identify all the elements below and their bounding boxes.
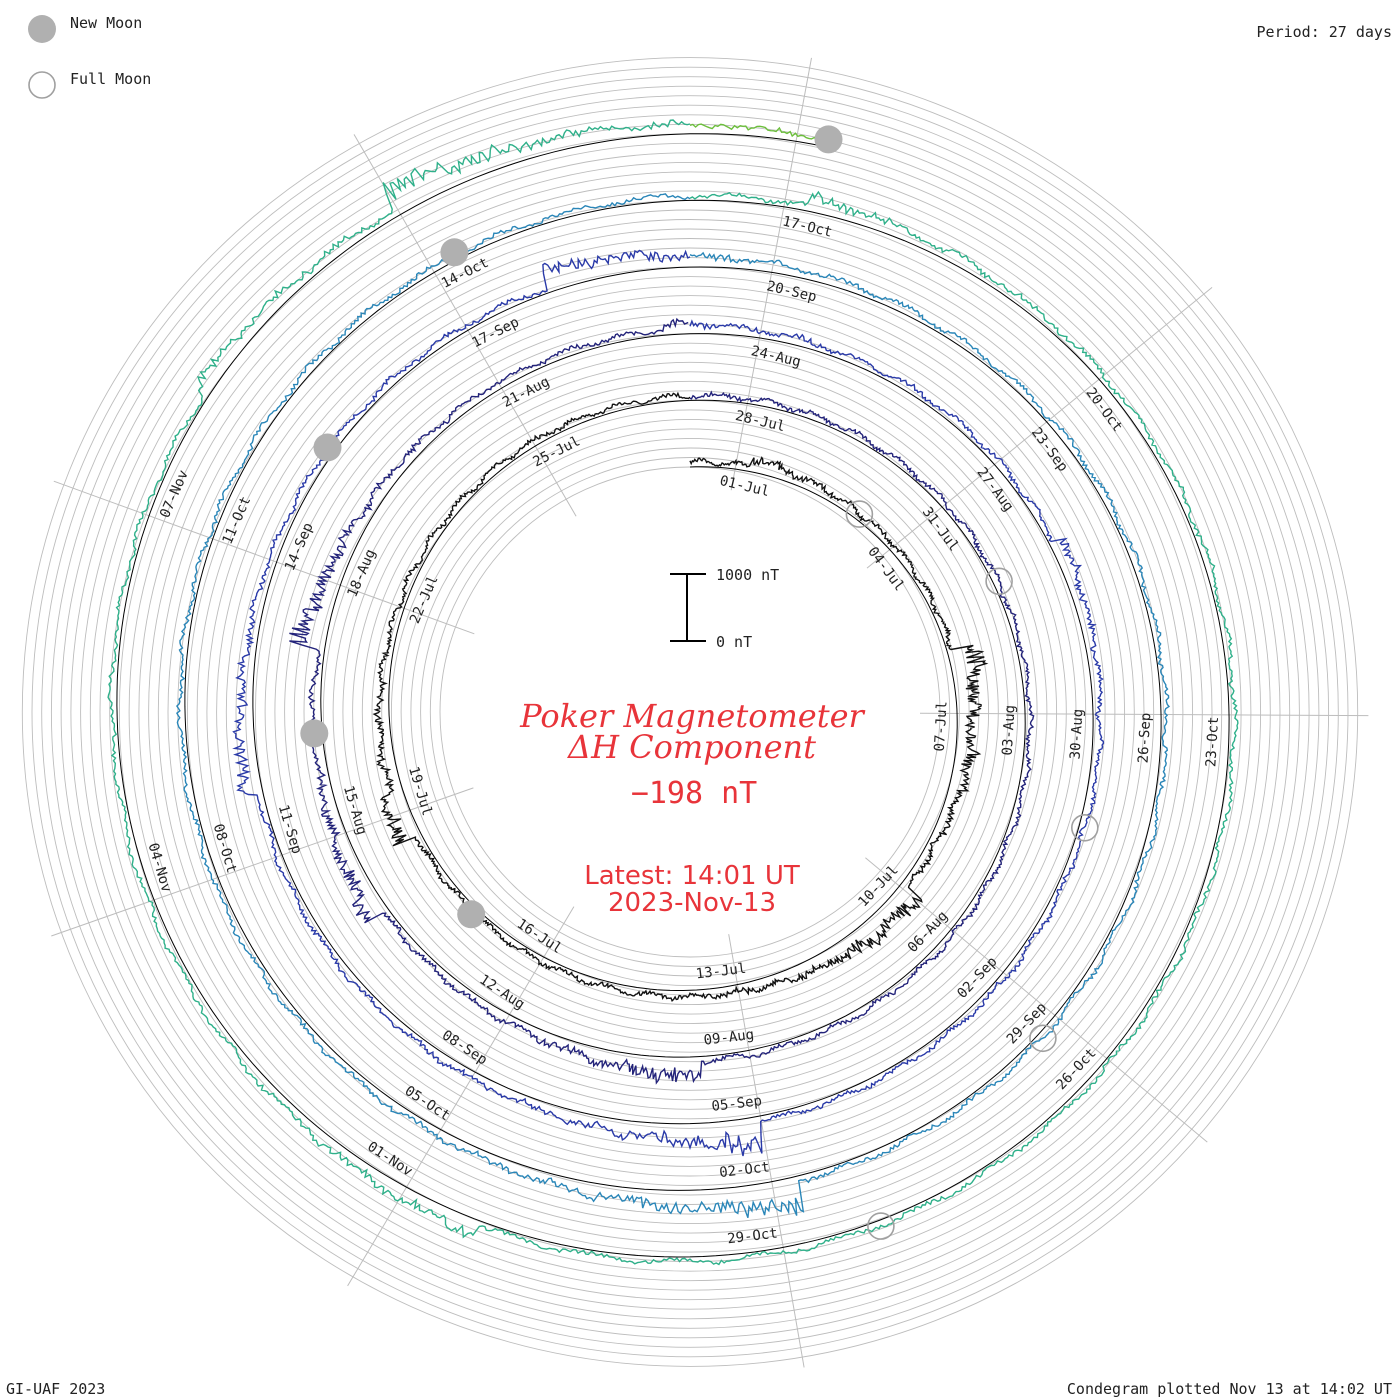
- grid-spoke: [51, 787, 474, 937]
- latest-date: 2023-Nov-13: [608, 888, 776, 918]
- new-moon-legend-icon: [28, 15, 56, 43]
- grid-ring: [361, 390, 1019, 1034]
- current-value: −198 nT: [631, 776, 757, 811]
- date-tick-label: 05-Sep: [711, 1093, 763, 1115]
- latest-time: Latest: 14:01 UT: [584, 861, 800, 891]
- grid-ring: [80, 114, 1300, 1310]
- date-tick-label: 20-Sep: [765, 278, 818, 305]
- full-moon-marker: [1071, 813, 1099, 842]
- baseline-path: [116, 133, 1230, 1258]
- scale-bar: [670, 573, 706, 642]
- grid-spoke: [919, 712, 1369, 717]
- date-tick-label: 30-Aug: [1068, 708, 1087, 759]
- trace-turn-1: [372, 391, 989, 1003]
- grid-ring: [284, 314, 1096, 1110]
- new-moon-marker: [814, 125, 843, 154]
- baseline-spiral: [116, 133, 1230, 1258]
- grid-ring: [420, 447, 960, 977]
- grid-ring: [109, 142, 1271, 1282]
- grid-ring: [186, 219, 1194, 1205]
- trace-turn-4: [175, 193, 1171, 1219]
- chart-title: Poker Magnetometer: [519, 697, 865, 735]
- grid-ring: [60, 95, 1320, 1329]
- grid-ring: [274, 304, 1106, 1120]
- grid-ring: [148, 180, 1232, 1244]
- grid-ring: [21, 57, 1359, 1367]
- period-label: Period: 27 days: [1257, 23, 1392, 41]
- grid-ring: [138, 171, 1242, 1253]
- grid-ring: [157, 190, 1223, 1234]
- grid-ring: [216, 247, 1164, 1177]
- full-moon-legend-icon: [28, 71, 56, 99]
- date-tick-label: 02-Oct: [719, 1159, 771, 1181]
- full-moon-marker: [845, 500, 874, 528]
- grid-ring: [390, 418, 990, 1006]
- grid-ring: [254, 285, 1126, 1139]
- date-tick-label: 02-Sep: [954, 954, 1000, 1002]
- grid-ring: [41, 76, 1339, 1348]
- scale-bottom-label: 0 nT: [716, 633, 752, 651]
- grid-spoke: [865, 857, 1208, 1143]
- grid-ring: [342, 371, 1038, 1053]
- date-tick-label: 24-Aug: [749, 343, 802, 370]
- grid-spoke: [866, 287, 1213, 569]
- date-tick-label: 16-Jul: [514, 916, 565, 957]
- data-traces: [107, 119, 1239, 1266]
- full-moon-marker: [867, 1212, 895, 1240]
- trace-turn-5: [107, 119, 1239, 1266]
- grid-spoke: [730, 57, 812, 491]
- grid-ring: [332, 361, 1048, 1063]
- grid-ring: [128, 161, 1252, 1263]
- date-tick-label: 26-Oct: [1053, 1045, 1099, 1093]
- grid-ring: [429, 457, 951, 967]
- grid-ring: [264, 295, 1116, 1129]
- moon-markers: [300, 125, 1099, 1240]
- chart-subtitle: ΔH Component: [566, 728, 816, 766]
- grid-ring: [381, 409, 999, 1015]
- date-tick-label: 01-Nov: [364, 1139, 415, 1180]
- date-tick-label: 29-Sep: [1004, 1000, 1050, 1048]
- date-tick-label: 23-Oct: [1203, 716, 1222, 767]
- full-moon-marker: [1029, 1024, 1057, 1053]
- grid-ring: [50, 85, 1330, 1339]
- grid-ring: [410, 437, 970, 987]
- full-moon-marker: [985, 567, 1013, 596]
- date-tick-label: 08-Sep: [439, 1027, 490, 1068]
- grid-ring: [196, 228, 1184, 1196]
- new-moon-marker: [440, 238, 469, 267]
- footer-credit: GI-UAF 2023: [6, 1380, 105, 1398]
- new-moon-legend-label: New Moon: [70, 14, 142, 32]
- date-tick-label: 10-Jul: [855, 862, 901, 910]
- new-moon-marker: [313, 433, 342, 462]
- grid-rings: [21, 57, 1359, 1367]
- date-tick-label: 13-Jul: [695, 961, 747, 983]
- date-tick-label: 26-Sep: [1135, 712, 1154, 763]
- grid-ring: [31, 66, 1349, 1358]
- grid-ring: [293, 323, 1087, 1101]
- grid-spoke: [728, 934, 805, 1368]
- grid-spokes: [51, 57, 1369, 1368]
- grid-ring: [118, 152, 1262, 1272]
- new-moon-marker: [300, 719, 329, 748]
- new-moon-marker: [457, 900, 486, 929]
- date-tick-label: 01-Jul: [718, 473, 771, 500]
- date-tick-label: 07-Jul: [932, 701, 951, 752]
- date-tick-label: 29-Oct: [726, 1226, 778, 1248]
- trace-turn-3: [232, 249, 1105, 1157]
- date-tick-label: 03-Aug: [1000, 704, 1019, 755]
- grid-spoke: [347, 906, 575, 1287]
- trace-turn-2: [289, 317, 1035, 1085]
- grid-ring: [206, 238, 1174, 1186]
- trace-turn-6: [689, 123, 840, 144]
- grid-ring: [400, 428, 980, 996]
- full-moon-legend-label: Full Moon: [70, 70, 151, 88]
- scale-top-label: 1000 nT: [716, 566, 779, 584]
- footer-plot-time: Condegram plotted Nov 13 at 14:02 UT: [1067, 1380, 1392, 1398]
- date-tick-label: 09-Aug: [703, 1027, 755, 1049]
- grid-ring: [70, 104, 1310, 1320]
- grid-ring: [352, 380, 1028, 1044]
